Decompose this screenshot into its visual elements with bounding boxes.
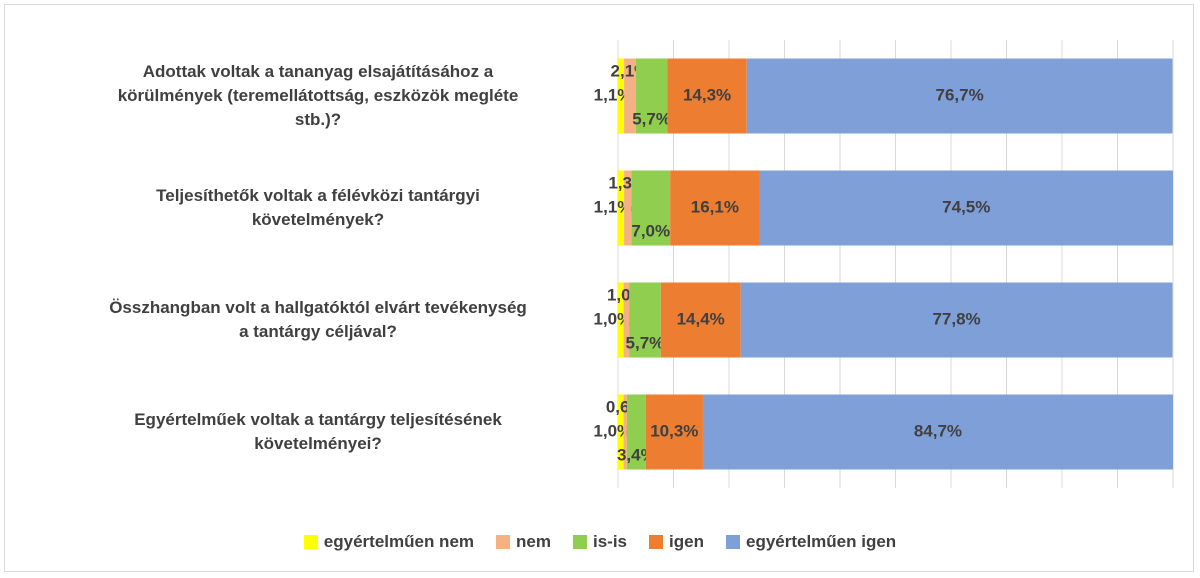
data-label: 16,1% [691, 197, 739, 216]
data-label: 76,7% [936, 85, 984, 104]
data-label: 1,0% [593, 309, 632, 328]
legend-label: nem [516, 532, 551, 551]
bar-segment [618, 394, 624, 470]
bar-segment [635, 58, 668, 134]
bar-segment [702, 394, 1173, 470]
category-label: Teljesíthetők voltak a félévközi tantárg… [156, 186, 480, 229]
category-label: Egyértelműek voltak a tantárgy teljesíté… [134, 410, 502, 453]
bar-segment [618, 282, 624, 358]
legend-swatch [649, 535, 664, 549]
bar-segment [759, 170, 1173, 246]
category-label: Összhangban volt a hallgatóktól elvárt t… [109, 298, 527, 341]
data-label: 14,3% [683, 85, 731, 104]
bar-segment [624, 58, 636, 134]
category-label: Adottak voltak a tananyag elsajátításáho… [117, 62, 519, 129]
chart-border [4, 4, 1194, 572]
bar-segment [660, 282, 741, 358]
bar-segment [740, 282, 1173, 358]
legend-label: is-is [593, 532, 628, 551]
data-label: 74,5% [942, 197, 990, 216]
bar-segment [645, 394, 703, 470]
bar-segment [623, 394, 627, 470]
data-label: 5,7% [626, 333, 665, 352]
legend-item: nem [496, 532, 551, 552]
bar-segment [624, 170, 632, 246]
data-label: 7,0% [631, 221, 670, 240]
legend-label: egyértelműen nem [323, 532, 475, 551]
legend-swatch [573, 535, 587, 549]
data-label: 14,4% [677, 309, 725, 328]
legend-item: igen [649, 532, 704, 552]
legend-swatch [496, 535, 511, 549]
legend-swatch [725, 535, 740, 549]
bar-segment [631, 170, 671, 246]
data-label: 10,3% [650, 421, 698, 440]
bar-segment [670, 170, 760, 246]
data-label: 84,7% [914, 421, 962, 440]
legend-item: egyértelműen igen [725, 532, 897, 552]
bar-segment [746, 58, 1173, 134]
bar-segment [618, 58, 625, 134]
legend-swatch [303, 535, 318, 549]
data-label: 77,8% [932, 309, 980, 328]
legend-item: egyértelműen nem [303, 532, 475, 552]
bar-segment [618, 170, 625, 246]
legend-label: igen [669, 532, 704, 551]
bar-segment [623, 282, 630, 358]
data-label: 5,7% [632, 109, 671, 128]
legend-item: is-is [573, 532, 627, 552]
data-label: 1,0% [593, 421, 632, 440]
bar-segment [626, 394, 646, 470]
legend: egyértelműen nem nem is-is igen egyértelműen… [0, 532, 1200, 552]
bar-segment [667, 58, 747, 134]
legend-label: egyértelműen igen [745, 532, 897, 551]
data-label: 1,1% [594, 85, 633, 104]
data-label: 1,1% [594, 197, 633, 216]
bar-segment [629, 282, 661, 358]
